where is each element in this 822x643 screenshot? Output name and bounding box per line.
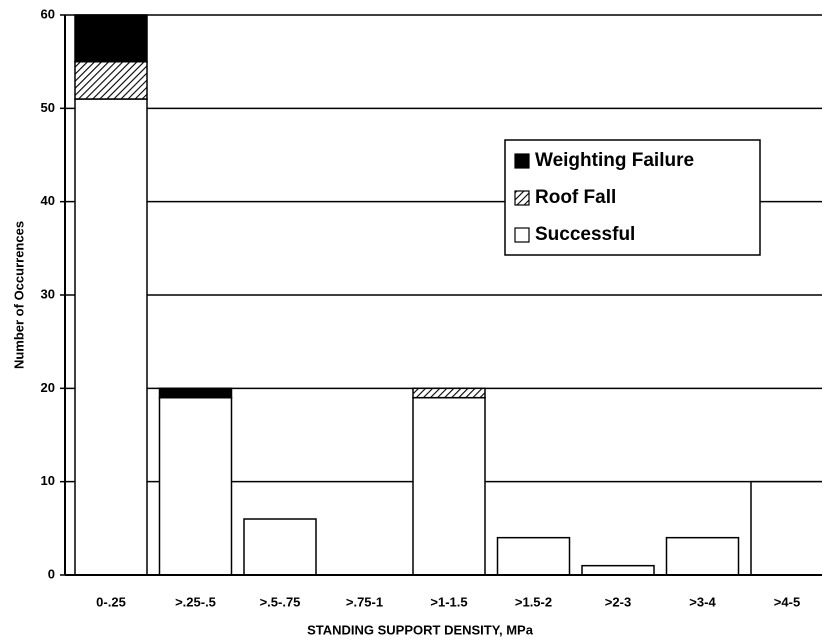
bar-segment	[158, 396, 233, 576]
legend: Weighting Failure Roof Fall Successful	[504, 139, 761, 256]
x-axis-label: STANDING SUPPORT DENSITY, MPa	[307, 622, 534, 637]
x-tick-label: >1-1.5	[430, 594, 467, 609]
bar-segment	[581, 564, 655, 576]
bar-segment	[74, 98, 148, 576]
y-tick-label: 0	[48, 566, 55, 581]
bar-segment	[750, 480, 822, 576]
y-tick-label: 50	[41, 100, 55, 115]
bar-segment	[158, 387, 233, 399]
bar-segment	[243, 518, 317, 576]
y-tick-label: 60	[41, 6, 55, 21]
y-axis-label: Number of Occurrences	[11, 221, 26, 369]
bar-segment	[665, 536, 740, 576]
x-tick-label: >4-5	[774, 594, 800, 609]
legend-label: Weighting Failure	[535, 150, 694, 171]
x-tick-label: >.5-.75	[260, 594, 301, 609]
y-tick-label: 10	[41, 473, 55, 488]
y-tick-label: 40	[41, 193, 55, 208]
bar-segment	[412, 396, 486, 576]
bar-segment	[496, 536, 571, 576]
bar-segment	[74, 60, 148, 100]
legend-swatch	[514, 190, 530, 206]
x-tick-label: >.25-.5	[175, 594, 216, 609]
legend-box	[504, 139, 761, 256]
x-tick-label: >.75-1	[346, 594, 383, 609]
legend-label: Successful	[535, 224, 635, 245]
legend-swatch	[514, 227, 530, 243]
y-tick-label: 30	[41, 286, 55, 301]
x-tick-label: 0-.25	[96, 594, 126, 609]
y-tick-label: 20	[41, 380, 55, 395]
bar-segment	[74, 14, 148, 63]
x-tick-label: >1.5-2	[515, 594, 552, 609]
plot-area	[60, 14, 822, 576]
x-tick-label: >2-3	[605, 594, 631, 609]
bar-segment	[412, 387, 486, 399]
legend-swatch	[514, 153, 530, 169]
legend-label: Roof Fall	[535, 187, 616, 208]
x-tick-label: >3-4	[689, 594, 716, 609]
